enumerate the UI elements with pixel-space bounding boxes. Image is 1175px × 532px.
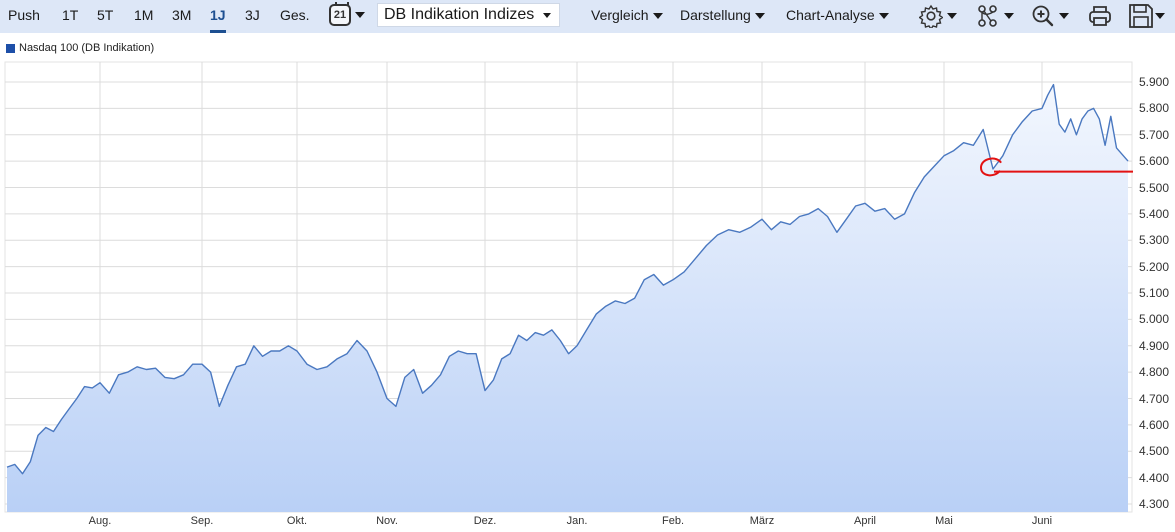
print-button[interactable]	[1088, 3, 1112, 29]
caret-down-icon	[1059, 13, 1069, 19]
tab-3j[interactable]: 3J	[245, 7, 260, 23]
settings-icon	[919, 4, 943, 28]
caret-down-icon	[652, 13, 663, 20]
y-tick-label: 4.700	[1139, 391, 1170, 406]
x-tick-label: Juni	[1031, 515, 1053, 527]
x-tick-label: Dez.	[473, 515, 497, 527]
y-tick-label: 5.600	[1139, 154, 1170, 169]
x-tick-label: Sep.	[190, 515, 214, 527]
caret-down-icon	[947, 13, 957, 19]
x-tick-label: Nov.	[376, 515, 398, 527]
y-tick-label: 4.600	[1139, 417, 1170, 432]
tab-1t[interactable]: 1T	[62, 7, 79, 23]
menu-vergleich[interactable]: Vergleich	[591, 0, 663, 33]
caret-down-icon	[1004, 13, 1014, 19]
annotation-circle	[979, 157, 1002, 177]
zoom-in-icon	[1032, 5, 1054, 27]
indicators-button[interactable]	[976, 3, 1014, 29]
y-tick-label: 5.700	[1139, 127, 1170, 142]
tab-push[interactable]: Push	[8, 7, 40, 23]
y-tick-label: 4.400	[1139, 470, 1170, 485]
caret-down-icon	[355, 12, 365, 18]
chart-line	[6, 83, 1129, 475]
tab-1j[interactable]: 1J	[210, 0, 226, 33]
x-tick-label: Feb.	[661, 515, 685, 527]
tab-ges[interactable]: Ges.	[280, 7, 310, 23]
source-select[interactable]: DB Indikation Indizes	[377, 3, 560, 27]
x-tick-label: April	[853, 515, 877, 527]
source-select-value: DB Indikation Indizes	[384, 6, 535, 23]
y-tick-label: 4.500	[1139, 444, 1170, 459]
zoom-button[interactable]	[1031, 3, 1069, 29]
caret-down-icon	[754, 13, 765, 20]
y-tick-label: 5.900	[1139, 75, 1170, 89]
y-tick-label: 5.000	[1139, 312, 1170, 327]
caret-down-icon	[1155, 13, 1165, 19]
calendar-icon: 21	[329, 2, 351, 26]
print-icon	[1089, 6, 1111, 26]
legend-swatch	[6, 43, 15, 53]
caret-down-icon	[878, 13, 889, 20]
x-tick-label: Okt.	[286, 515, 308, 527]
y-tick-label: 5.200	[1139, 259, 1170, 274]
y-tick-label: 5.400	[1139, 206, 1170, 221]
chart-area-fill	[7, 84, 1128, 512]
x-tick-label: Mai	[935, 515, 953, 527]
y-tick-label: 5.500	[1139, 180, 1170, 195]
chart-toolbar: Push 1T 5T 1M 3M 1J 3J Ges. 21 DB Indikation In…	[0, 0, 1175, 33]
y-tick-label: 4.300	[1139, 497, 1170, 511]
caret-down-icon	[543, 13, 551, 18]
x-tick-label: Aug.	[88, 515, 112, 527]
tab-1m[interactable]: 1M	[134, 7, 154, 23]
indicators-icon	[978, 5, 997, 27]
y-tick-label: 5.300	[1139, 233, 1170, 248]
save-icon	[1129, 4, 1153, 28]
y-tick-label: 5.800	[1139, 101, 1170, 116]
settings-button[interactable]	[919, 3, 957, 29]
menu-chart-analyse[interactable]: Chart-Analyse	[786, 0, 889, 33]
y-tick-label: 5.100	[1139, 286, 1170, 300]
save-button[interactable]	[1128, 3, 1165, 29]
y-tick-label: 4.900	[1139, 338, 1170, 353]
tab-3m[interactable]: 3M	[172, 7, 192, 23]
tab-5t[interactable]: 5T	[97, 7, 114, 23]
x-tick-label: Jan.	[566, 515, 588, 527]
chart-annotation	[979, 157, 1133, 177]
legend-label: Nasdaq 100 (DB Indikation)	[19, 42, 155, 54]
menu-label: Darstellung	[680, 7, 751, 23]
chart-legend: Nasdaq 100 (DB Indikation)	[6, 42, 154, 54]
menu-darstellung[interactable]: Darstellung	[680, 0, 765, 33]
menu-label: Chart-Analyse	[786, 7, 875, 23]
y-tick-label: 4.800	[1139, 365, 1170, 380]
x-tick-label: März	[749, 515, 775, 527]
menu-label: Vergleich	[591, 7, 649, 23]
date-picker-button[interactable]: 21	[329, 2, 365, 26]
